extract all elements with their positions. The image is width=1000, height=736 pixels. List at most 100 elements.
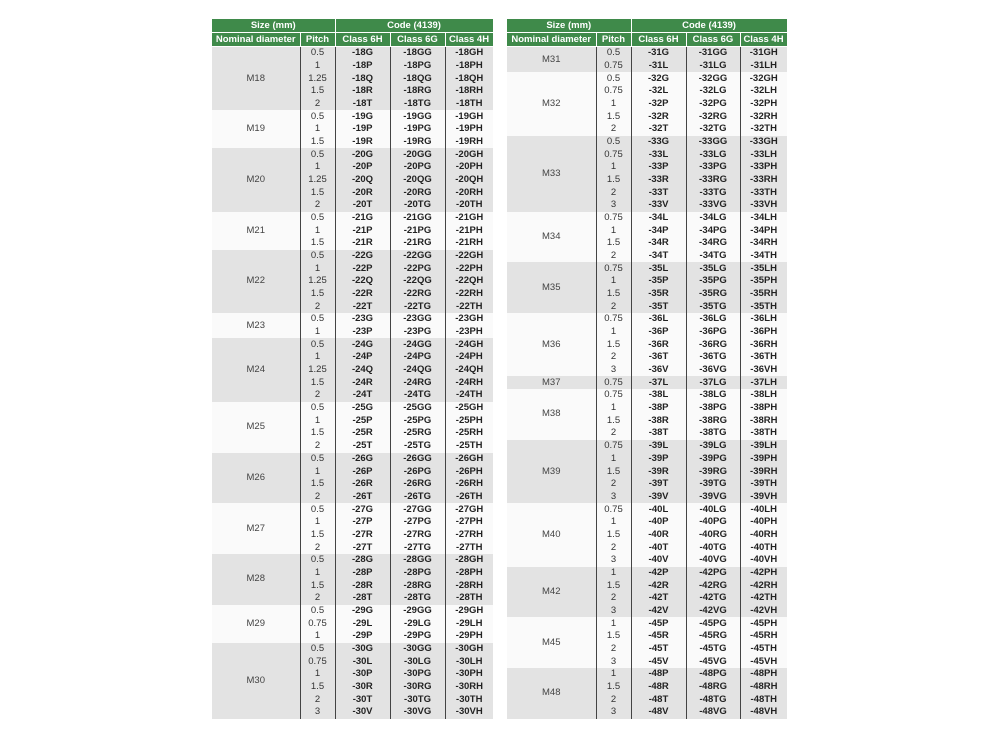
code-class-6h: -40V (631, 553, 687, 567)
code-class-6h: -28R (335, 579, 391, 592)
code-class-4h: -34RH (740, 237, 788, 250)
code-class-6h: -48R (631, 680, 687, 694)
code-class-4h: -23GH (445, 313, 494, 326)
code-class-4h: -32TH (740, 123, 788, 136)
nominal-diameter: M24 (212, 338, 301, 402)
code-class-6g: -24TG (390, 389, 446, 402)
table-row: 2 -22T -22TG -22TH (212, 300, 494, 314)
code-class-4h: -33RH (740, 173, 788, 187)
code-class-6g: -26TG (390, 490, 446, 504)
pitch: 3 (596, 490, 632, 504)
code-class-6h: -48V (631, 705, 687, 719)
table-row: 1.5 -36R -36RG -36RH (507, 338, 788, 352)
code-class-6g: -26RG (390, 477, 446, 491)
code-class-4h: -48VH (740, 705, 788, 719)
table-row: 2 -32T -32TG -32TH (507, 123, 788, 136)
code-class-6g: -48VG (686, 705, 741, 719)
table-row: 1 -34P -34PG -34PH (507, 224, 788, 238)
code-class-4h: -39RH (740, 465, 788, 478)
table-row: 1 -21P -21PG -21PH (212, 224, 494, 238)
code-class-6h: -23G (335, 313, 391, 326)
code-class-6g: -45PG (686, 617, 741, 630)
nominal-diameter: M23 (212, 313, 301, 339)
code-class-4h: -23PH (445, 325, 494, 339)
table-row: M45 1 -45P -45PG -45PH (507, 617, 788, 668)
table-row: 1 -24P -24PG -24PH (212, 351, 494, 364)
table-row: M28 0.5 -28G -28GG -28GH (212, 553, 494, 605)
code-class-6g: -29PG (390, 629, 446, 643)
pitch: 0.5 (300, 642, 336, 656)
code-class-4h: -29LH (445, 617, 494, 630)
table-row: M34 0.75 -34L -34LG -34LH (507, 211, 788, 263)
code-class-4h: -40LH (740, 503, 788, 516)
pitch: 1.5 (300, 85, 336, 98)
table-row: 0.75 -29L -29LG -29LH (212, 617, 494, 630)
code-class-6h: -39R (631, 465, 687, 478)
code-header: Code (4139) (631, 19, 788, 33)
code-class-4h: -32LH (740, 85, 788, 98)
code-class-4h: -30LH (445, 655, 494, 668)
code-class-4h: -19RH (445, 135, 494, 149)
code-class-6h: -21R (335, 237, 391, 250)
table-row: 1 -18P -18PG -18PH (212, 59, 494, 73)
code-class-6h: -32G (631, 72, 687, 86)
code-class-4h: -30VH (445, 705, 494, 719)
code-class-6g: -40VG (686, 553, 741, 567)
code-class-6g: -22RG (390, 287, 446, 301)
pitch: 1 (596, 515, 632, 529)
code-class-6g: -26GG (390, 452, 446, 466)
code-class-6g: -30GG (390, 642, 446, 656)
code-class-6h: -26P (335, 465, 391, 478)
table-row: 2 -38T -38TG -38TH (507, 427, 788, 440)
table-row: 2 -48T -48TG -48TH (507, 693, 788, 706)
pitch: 2 (300, 199, 336, 212)
code-class-6h: -28T (335, 591, 391, 605)
pitch: 0.5 (300, 249, 336, 263)
code-class-6h: -27R (335, 528, 391, 542)
nominal-diameter: M26 (212, 452, 301, 504)
code-class-4h: -18RH (445, 85, 494, 98)
pitch: 1 (300, 59, 336, 73)
pitch: 1.5 (300, 680, 336, 694)
code-class-6g: -24RG (390, 376, 446, 390)
header-row-group: Size (mm) Code (4139) (212, 19, 494, 33)
code-class-6g: -25PG (390, 414, 446, 428)
nominal-diameter-header: Nominal diameter (212, 32, 301, 47)
code-class-6h: -25R (335, 427, 391, 440)
pitch: 0.5 (300, 452, 336, 466)
code-class-6h: -24P (335, 351, 391, 364)
pitch: 3 (596, 199, 632, 212)
nominal-diameter: M22 (212, 249, 301, 314)
code-class-4h: -30GH (445, 642, 494, 656)
table-row: 1 -28P -28PG -28PH (212, 566, 494, 580)
pitch: 3 (300, 705, 336, 719)
pitch: 1 (300, 629, 336, 643)
code-class-6h: -20R (335, 186, 391, 200)
pitch: 1.5 (596, 579, 632, 592)
table-row: 1.5 -21R -21RG -21RH (212, 237, 494, 250)
code-class-4h: -34PH (740, 224, 788, 238)
code-class-6h: -35R (631, 287, 687, 301)
code-class-6g: -20QG (390, 173, 446, 187)
code-class-4h: -35LH (740, 262, 788, 276)
pitch: 2 (596, 693, 632, 706)
code-class-6g: -18QG (390, 72, 446, 86)
pitch: 2 (596, 300, 632, 314)
pitch: 1.5 (300, 579, 336, 592)
code-class-6g: -36TG (686, 351, 741, 364)
code-class-6h: -20G (335, 148, 391, 162)
class-4h-header: Class 4H (740, 32, 788, 47)
pitch: 0.5 (300, 338, 336, 352)
code-class-4h: -39VH (740, 490, 788, 504)
table-row: 1.5 -33R -33RG -33RH (507, 173, 788, 187)
code-class-6g: -27TG (390, 541, 446, 554)
code-class-6h: -22G (335, 249, 391, 263)
table-row: 1.5 -45R -45RG -45RH (507, 629, 788, 643)
pitch: 3 (596, 553, 632, 567)
pitch: 1 (300, 262, 336, 276)
pitch: 1 (596, 401, 632, 415)
table-row: M35 0.75 -35L -35LG -35LH (507, 262, 788, 314)
pitch: 1.5 (596, 173, 632, 187)
code-class-6g: -21GG (390, 211, 446, 225)
pitch: 0.75 (300, 655, 336, 668)
